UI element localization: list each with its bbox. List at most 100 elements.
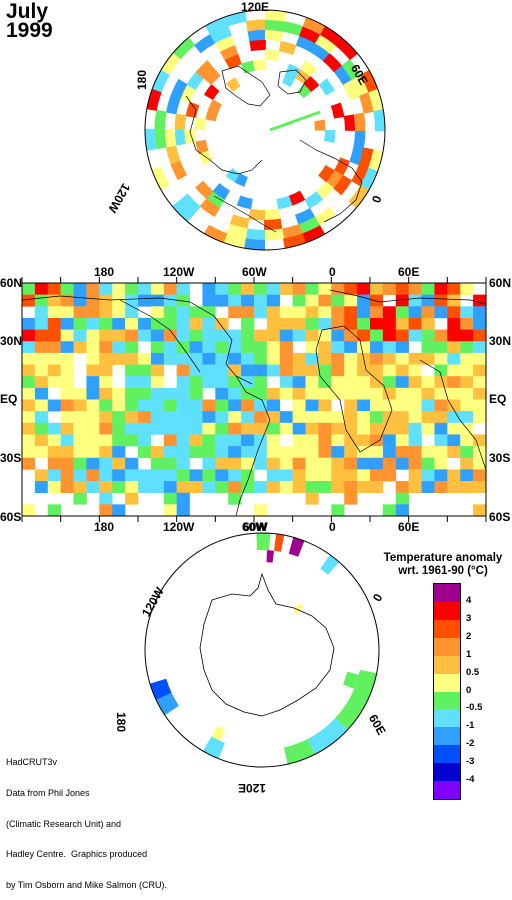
anomaly-cell bbox=[186, 71, 205, 90]
anomaly-cell bbox=[318, 422, 332, 435]
anomaly-cell bbox=[163, 504, 177, 516]
anomaly-cell bbox=[460, 469, 474, 482]
anomaly-cell bbox=[279, 317, 293, 330]
anomaly-cell bbox=[318, 411, 332, 424]
anomaly-cell bbox=[86, 457, 100, 470]
anomaly-cell bbox=[202, 446, 216, 459]
anomaly-cell bbox=[138, 422, 152, 435]
anomaly-cell bbox=[60, 457, 74, 470]
credit-line-5: by Tim Osborn and Mike Salmon (CRU). bbox=[6, 879, 168, 890]
anomaly-cell bbox=[447, 329, 461, 342]
anomaly-cell bbox=[125, 387, 139, 400]
anomaly-cell bbox=[460, 457, 474, 470]
anomaly-cell bbox=[382, 329, 397, 342]
anomaly-cell bbox=[112, 481, 126, 493]
south-label-60w: 60W bbox=[243, 520, 268, 534]
anomaly-cell bbox=[189, 481, 203, 493]
anomaly-cell bbox=[357, 341, 371, 354]
legend-swatch bbox=[434, 691, 460, 710]
anomaly-cell bbox=[73, 492, 87, 505]
anomaly-cell bbox=[357, 317, 371, 330]
anomaly-cell bbox=[112, 306, 126, 319]
anomaly-cell bbox=[318, 399, 332, 412]
anomaly-cell bbox=[150, 422, 165, 435]
credit-line-3: (Climatic Research Unit) and bbox=[6, 818, 122, 829]
anomaly-cell bbox=[421, 376, 435, 389]
anomaly-cell bbox=[292, 329, 306, 342]
anomaly-cell bbox=[138, 387, 152, 400]
anomaly-cell bbox=[344, 446, 358, 459]
anomaly-cell bbox=[315, 181, 335, 200]
anomaly-cell bbox=[357, 411, 371, 424]
anomaly-cell bbox=[176, 329, 190, 342]
anomaly-cell bbox=[335, 669, 378, 731]
anomaly-cell bbox=[300, 60, 318, 77]
anomaly-cell bbox=[353, 112, 366, 132]
anomaly-cell bbox=[163, 399, 177, 412]
anomaly-cell bbox=[47, 422, 61, 435]
anomaly-cell bbox=[241, 434, 255, 447]
anomaly-cell bbox=[176, 283, 190, 295]
anomaly-cell bbox=[73, 457, 87, 470]
anomaly-cell bbox=[434, 329, 448, 342]
anomaly-cell bbox=[344, 422, 358, 435]
anomaly-cell bbox=[331, 446, 345, 459]
north-coastlines bbox=[185, 65, 363, 233]
anomaly-cell bbox=[228, 364, 242, 377]
anomaly-cell bbox=[73, 411, 87, 424]
anomaly-cell bbox=[86, 434, 100, 447]
anomaly-cell bbox=[99, 364, 113, 377]
anomaly-cell bbox=[125, 422, 139, 435]
anomaly-cell bbox=[434, 352, 448, 365]
anomaly-cell bbox=[342, 79, 360, 101]
anomaly-cell bbox=[228, 411, 242, 424]
anomaly-cell bbox=[86, 364, 100, 377]
anomaly-cell bbox=[112, 446, 126, 459]
anomaly-cell bbox=[86, 329, 100, 342]
anomaly-cell bbox=[184, 129, 197, 144]
anomaly-cell bbox=[138, 329, 152, 342]
anomaly-cell bbox=[256, 533, 271, 551]
anomaly-cell bbox=[125, 376, 139, 389]
anomaly-cell bbox=[279, 376, 293, 389]
legend-swatch bbox=[434, 601, 460, 621]
anomaly-cell bbox=[241, 294, 255, 307]
anomaly-cell bbox=[73, 387, 87, 400]
anomaly-cell bbox=[344, 469, 358, 482]
global-left-label-30s: 30S bbox=[0, 451, 22, 465]
anomaly-cell bbox=[421, 422, 435, 435]
anomaly-cell bbox=[310, 42, 331, 62]
anomaly-cell bbox=[241, 341, 255, 354]
anomaly-cell bbox=[305, 434, 319, 447]
anomaly-cell bbox=[86, 411, 100, 424]
anomaly-cell bbox=[395, 294, 409, 307]
anomaly-cell bbox=[408, 469, 422, 482]
anomaly-cell bbox=[331, 411, 345, 424]
anomaly-cell bbox=[60, 352, 74, 365]
anomaly-cell bbox=[202, 422, 216, 435]
anomaly-cell bbox=[254, 283, 268, 295]
anomaly-cell bbox=[473, 306, 486, 319]
global-right-label-30n: 30N bbox=[489, 334, 512, 348]
anomaly-cell bbox=[189, 306, 203, 319]
anomaly-cell bbox=[292, 294, 306, 307]
anomaly-cell bbox=[301, 225, 326, 244]
anomaly-cell bbox=[307, 718, 349, 756]
title-month: July bbox=[6, 0, 49, 23]
anomaly-cell bbox=[86, 294, 100, 307]
anomaly-cell bbox=[331, 317, 345, 330]
anomaly-cell bbox=[382, 399, 397, 412]
anomaly-cell bbox=[99, 341, 113, 354]
anomaly-cell bbox=[112, 352, 126, 365]
anomaly-cell bbox=[460, 364, 474, 377]
anomaly-cell bbox=[125, 469, 139, 482]
anomaly-cell bbox=[351, 164, 369, 187]
anomaly-cell bbox=[447, 422, 461, 435]
anomaly-cell bbox=[150, 411, 165, 424]
anomaly-cell bbox=[73, 481, 87, 493]
anomaly-cell bbox=[34, 306, 49, 319]
anomaly-cell bbox=[344, 434, 358, 447]
anomaly-cell bbox=[434, 469, 448, 482]
anomaly-cell bbox=[473, 341, 486, 354]
anomaly-cell bbox=[382, 504, 397, 516]
